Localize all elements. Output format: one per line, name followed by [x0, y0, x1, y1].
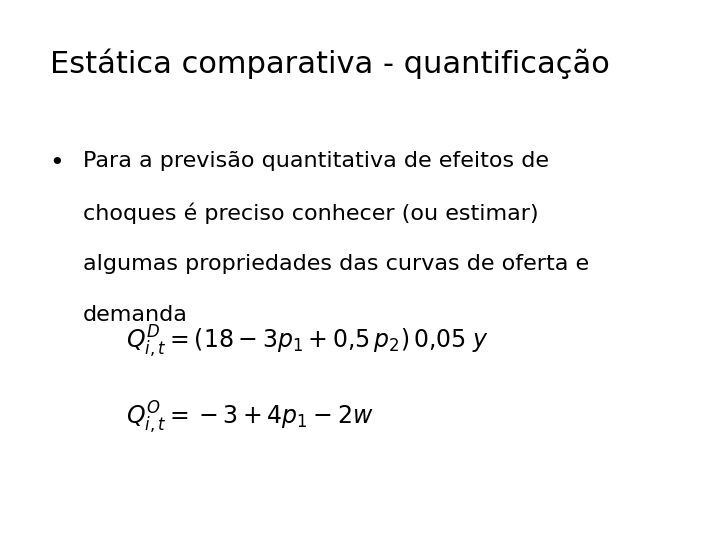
Text: $Q_{i,t}^{D} = (18 - 3p_1 + 0{,}5\,p_2)\,0{,}05\; y$: $Q_{i,t}^{D} = (18 - 3p_1 + 0{,}5\,p_2)\…	[126, 324, 488, 360]
Text: Para a previsão quantitativa de efeitos de: Para a previsão quantitativa de efeitos …	[83, 151, 549, 171]
Text: choques é preciso conhecer (ou estimar): choques é preciso conhecer (ou estimar)	[83, 202, 539, 224]
Text: $Q_{i,t}^{O} = -3 + 4p_1 - 2w$: $Q_{i,t}^{O} = -3 + 4p_1 - 2w$	[126, 400, 374, 436]
Text: •: •	[49, 151, 63, 175]
Text: algumas propriedades das curvas de oferta e: algumas propriedades das curvas de ofert…	[83, 254, 589, 274]
Text: demanda: demanda	[83, 305, 188, 325]
Text: Estática comparativa - quantificação: Estática comparativa - quantificação	[50, 49, 610, 79]
